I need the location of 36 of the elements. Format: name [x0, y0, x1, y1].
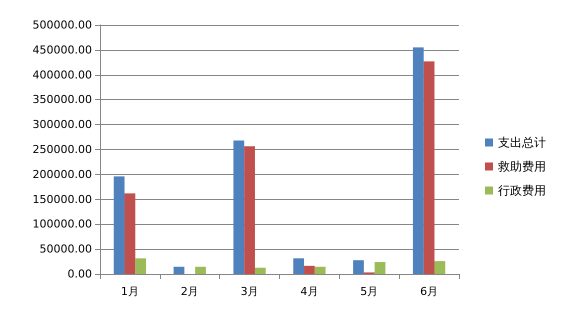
y-tick-label: 0.00 [68, 268, 92, 280]
y-tick-label: 450000.00 [32, 43, 92, 56]
bar [174, 266, 184, 274]
legend-label: 行政费用 [498, 184, 546, 198]
y-tick-label: 300000.00 [32, 118, 92, 132]
bar [254, 268, 266, 274]
y-tick-label: 200000.00 [32, 168, 92, 181]
x-tick-label: 4月 [300, 285, 318, 298]
y-tick-label: 50000.00 [40, 242, 92, 256]
bar [195, 266, 206, 274]
bar [293, 258, 304, 274]
bar [233, 140, 244, 274]
x-tick-label: 6月 [420, 285, 438, 298]
y-tick-label: 100000.00 [32, 218, 92, 231]
legend-label: 救助费用 [497, 160, 546, 174]
bar [424, 61, 434, 274]
y-tick-label: 250000.00 [32, 143, 92, 156]
y-tick-label: 350000.00 [32, 93, 92, 106]
y-tick-label: 500000.00 [32, 18, 92, 32]
y-tick-label: 400000.00 [32, 68, 92, 82]
bar [114, 176, 125, 274]
bar [434, 261, 446, 274]
bar [135, 258, 146, 274]
x-tick-label: 5月 [360, 285, 378, 298]
bar [353, 260, 364, 274]
x-tick-label: 3月 [240, 285, 259, 298]
legend-label: 支出总计 [498, 136, 546, 150]
bar [412, 47, 424, 274]
bar [244, 146, 255, 274]
y-tick-label: 150000.00 [32, 192, 92, 206]
bar [304, 266, 315, 274]
bar [374, 262, 386, 274]
x-tick-label: 1月 [120, 285, 139, 298]
bar [124, 193, 136, 274]
bar [314, 266, 326, 274]
x-tick-label: 2月 [180, 285, 199, 298]
